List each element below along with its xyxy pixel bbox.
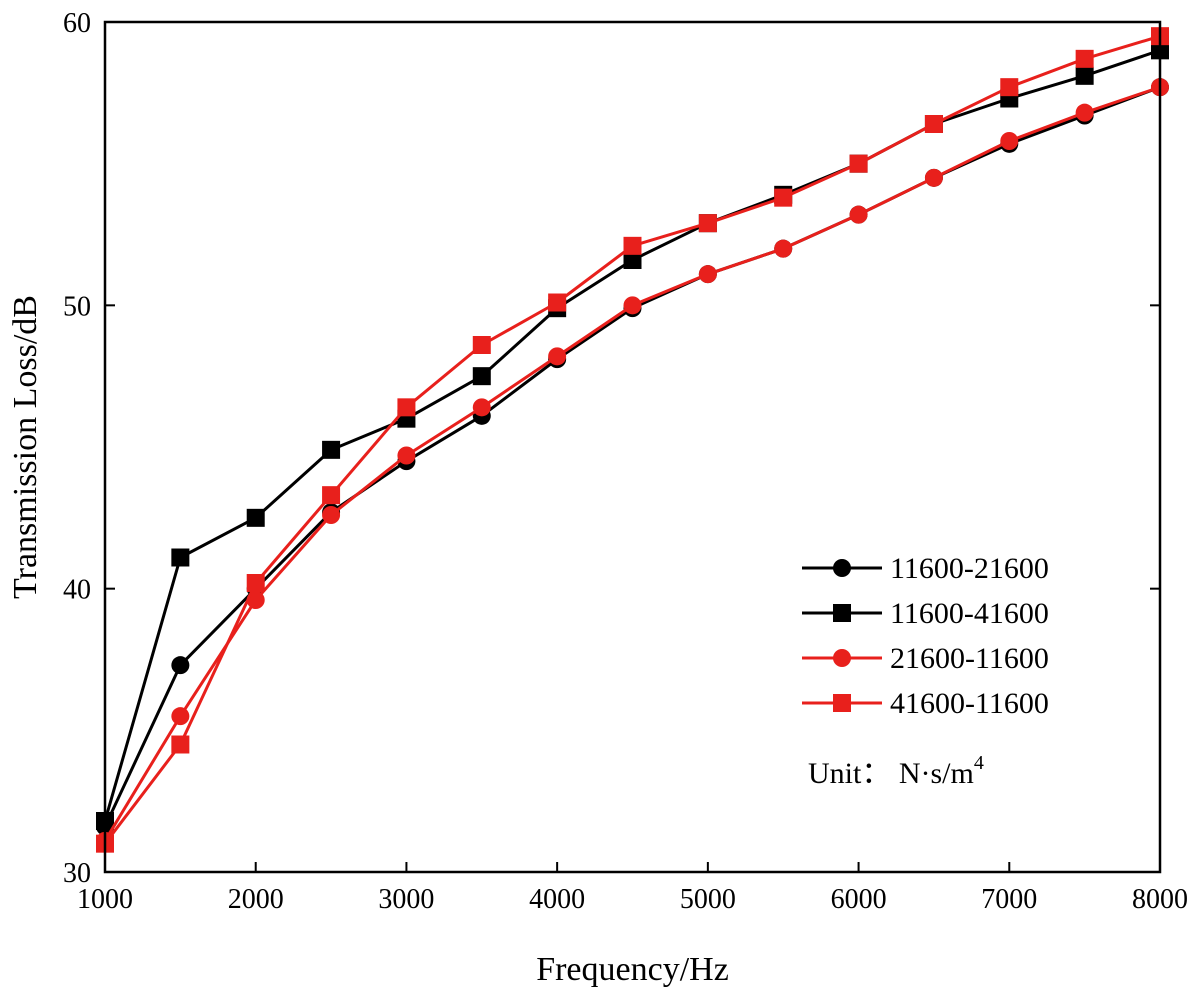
x-tick-label: 6000 <box>831 884 887 915</box>
data-point-21600-11600-4000 <box>548 347 567 366</box>
legend-marker <box>833 559 851 577</box>
legend-marker <box>833 649 851 667</box>
legend-label: 11600-21600 <box>890 552 1049 585</box>
x-tick-label: 4000 <box>529 884 585 915</box>
data-point-11600-41600-1500 <box>171 548 190 567</box>
legend-item: 41600-11600 <box>802 687 1049 720</box>
data-point-11600-41600-4500 <box>623 251 642 269</box>
plot-frame <box>103 20 1162 874</box>
series-41600-11600 <box>96 27 1169 853</box>
data-point-41600-11600-5000 <box>698 214 717 233</box>
data-point-11600-41600-2000 <box>246 508 265 527</box>
data-point-11600-41600-2500 <box>322 440 341 459</box>
series-11600-21600 <box>96 78 1169 836</box>
x-tick-label: 2000 <box>228 884 284 915</box>
y-tick-label: 60 <box>63 8 91 39</box>
series-lines <box>96 27 1169 853</box>
data-point-21600-11600-4500 <box>623 296 642 315</box>
data-point-41600-11600-6500 <box>924 115 943 133</box>
legend-label: 41600-11600 <box>890 687 1049 720</box>
x-tick-label: 8000 <box>1132 884 1188 915</box>
y-tick-label: 40 <box>63 575 91 606</box>
series-line-21600-11600 <box>103 85 1161 842</box>
data-point-21600-11600-7500 <box>1075 103 1094 122</box>
unit-annotation-text: Unit： N·s/m <box>808 757 974 790</box>
data-point-21600-11600-5500 <box>774 239 793 258</box>
series-21600-11600 <box>96 78 1169 850</box>
x-tick-label: 5000 <box>680 884 736 915</box>
data-point-21600-11600-1500 <box>171 707 190 726</box>
data-point-11600-21600-1500 <box>171 656 190 675</box>
legend-item: 11600-41600 <box>802 597 1049 630</box>
data-point-41600-11600-4500 <box>623 236 642 255</box>
legend: 11600-21600 11600-41600 21600-11600 41600-1… <box>802 552 1049 720</box>
data-point-21600-11600-6500 <box>924 168 943 187</box>
data-point-41600-11600-3000 <box>397 398 416 417</box>
legend-label: 11600-41600 <box>890 597 1049 630</box>
data-point-21600-11600-3500 <box>472 398 491 417</box>
data-point-11600-41600-3500 <box>472 367 491 386</box>
x-tick-label: 3000 <box>378 884 434 915</box>
legend-item: 21600-11600 <box>802 642 1049 675</box>
unit-annotation: Unit： N·s/m4 <box>808 752 984 790</box>
data-point-21600-11600-3000 <box>397 446 416 465</box>
data-point-41600-11600-5500 <box>774 188 793 207</box>
legend-label: 21600-11600 <box>890 642 1049 675</box>
data-point-21600-11600-6000 <box>849 205 868 224</box>
data-point-41600-11600-7000 <box>1000 78 1019 97</box>
axis-ticks <box>104 21 1161 873</box>
x-axis-title: Frequency/Hz <box>536 951 729 988</box>
y-tick-label: 50 <box>63 291 91 322</box>
x-tick-label: 1000 <box>77 884 133 915</box>
data-point-21600-11600-7000 <box>1000 132 1019 150</box>
data-point-11600-41600-7500 <box>1075 66 1094 85</box>
y-tick-label: 30 <box>63 858 91 889</box>
x-tick-label: 7000 <box>981 884 1037 915</box>
unit-annotation-superscript: 4 <box>974 752 984 774</box>
data-point-41600-11600-2500 <box>322 486 341 505</box>
data-point-21600-11600-5000 <box>698 265 717 284</box>
series-line-41600-11600 <box>103 34 1161 845</box>
data-point-41600-11600-1500 <box>171 735 190 754</box>
data-point-41600-11600-6000 <box>849 154 868 173</box>
tick-labels: 1000 2000 3000 4000 5000 6000 7000 8000 30 40 50 60 <box>63 8 1188 915</box>
legend-marker <box>833 604 851 622</box>
legend-marker <box>833 694 851 712</box>
data-point-41600-11600-3500 <box>472 336 491 354</box>
data-point-41600-11600-7500 <box>1075 49 1094 68</box>
data-point-21600-11600-2500 <box>322 506 341 524</box>
y-axis-title: Transmission Loss/dB <box>7 295 44 599</box>
data-point-41600-11600-4000 <box>548 293 567 312</box>
data-point-41600-11600-2000 <box>246 574 265 592</box>
legend-item: 11600-21600 <box>802 552 1049 585</box>
